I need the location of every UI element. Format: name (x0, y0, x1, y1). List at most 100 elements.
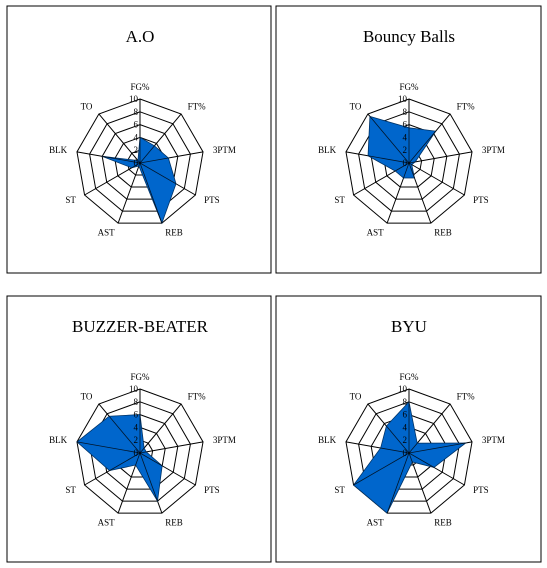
axis-label: FG% (399, 372, 419, 382)
data-spoke (380, 447, 410, 454)
axis-label: AST (98, 228, 116, 238)
tick-label: 0 (134, 448, 139, 458)
data-spoke (408, 452, 435, 468)
axis-label: ST (334, 485, 345, 495)
axis-label: ST (65, 485, 76, 495)
data-spoke (139, 452, 158, 502)
axis-label: TO (350, 101, 362, 111)
tick-label: 6 (403, 410, 408, 420)
radar-panel: BYU 0 2 4 6 8 10 FG% FT% 3PTM PTS REB AST ST BLK TO (275, 295, 542, 563)
tick-label: 10 (398, 384, 408, 394)
data-area (353, 400, 467, 514)
grid-spoke (84, 162, 141, 196)
axis-label: PTS (204, 485, 220, 495)
axis-label: AST (98, 518, 116, 528)
grid-spoke (117, 162, 141, 224)
tick-label: 4 (134, 132, 139, 142)
grid-spoke (408, 151, 473, 164)
chart-title: BUZZER-BEATER (72, 317, 209, 336)
tick-label: 4 (403, 422, 408, 432)
grid-spoke (139, 403, 182, 454)
axis-label: FG% (130, 372, 150, 382)
data-spoke (139, 157, 169, 164)
data-spoke (139, 145, 155, 164)
tick-label: 2 (134, 435, 139, 445)
chart-title: A.O (126, 27, 155, 46)
data-spoke (76, 441, 141, 454)
tick-label: 8 (403, 397, 408, 407)
tick-label: 6 (134, 410, 139, 420)
grid-ring (358, 401, 460, 502)
data-spoke (408, 161, 416, 164)
tick-label: 6 (403, 120, 408, 130)
data-spoke (139, 451, 147, 454)
tick-label: 0 (403, 158, 408, 168)
grid-ring (101, 124, 179, 200)
data-spoke (408, 162, 415, 179)
axis-label: TO (350, 391, 362, 401)
data-spoke (102, 155, 141, 164)
tick-label: 10 (129, 384, 139, 394)
panel-frame (6, 5, 272, 274)
axis-label: 3PTM (482, 435, 505, 445)
data-spoke (139, 162, 163, 224)
tick-label: 10 (129, 94, 139, 104)
axis-label: 3PTM (213, 435, 236, 445)
axis-label: BLK (318, 435, 337, 445)
axis-label: BLK (49, 145, 68, 155)
chart-title: BYU (391, 317, 427, 336)
grid-spoke (98, 113, 141, 164)
tick-label: 8 (134, 107, 139, 117)
radar-panel: A.O 0 2 4 6 8 10 FG% FT% 3PTM PTS REB AST ST BLK TO (6, 5, 272, 274)
data-spoke (135, 452, 141, 466)
grid-ring (76, 388, 204, 514)
tick-label: 10 (398, 94, 408, 104)
tick-label: 0 (134, 158, 139, 168)
axis-label: FG% (399, 82, 419, 92)
axis-label: BLK (49, 435, 68, 445)
axis-label: ST (334, 195, 345, 205)
data-spoke (108, 415, 141, 454)
grid-ring (345, 98, 473, 224)
axis-label: FT% (457, 391, 476, 401)
data-spoke (408, 130, 437, 164)
data-area (367, 115, 437, 179)
axis-label: ST (65, 195, 76, 205)
axis-label: PTS (473, 485, 489, 495)
data-spoke (386, 452, 410, 514)
radar-panel: BUZZER-BEATER 0 2 4 6 8 10 FG% FT% 3PTM PTS REB AST S… (6, 295, 272, 563)
radar-panel: Bouncy Balls 0 2 4 6 8 10 FG% FT% 3PTM PTS REB AST ST… (275, 5, 542, 274)
data-spoke (408, 442, 466, 454)
data-spoke (403, 162, 410, 179)
grid-spoke (408, 452, 432, 514)
axis-label: FG% (130, 82, 150, 92)
tick-label: 0 (403, 448, 408, 458)
tick-label: 8 (134, 397, 139, 407)
axis-label: FT% (457, 101, 476, 111)
tick-label: 2 (403, 435, 408, 445)
axis-label: AST (367, 518, 385, 528)
tick-label: 4 (134, 422, 139, 432)
data-spoke (131, 162, 141, 169)
grid-ring (370, 414, 448, 490)
tick-label: 2 (134, 145, 139, 155)
data-spoke (139, 447, 145, 454)
axis-label: 3PTM (213, 145, 236, 155)
axis-label: TO (81, 101, 93, 111)
tick-label: 6 (134, 120, 139, 130)
data-spoke (394, 162, 410, 172)
axis-label: AST (367, 228, 385, 238)
data-spoke (109, 452, 141, 471)
tick-label: 2 (403, 145, 408, 155)
data-spoke (369, 116, 410, 164)
grid-ring (345, 388, 473, 514)
data-spoke (139, 162, 177, 185)
axis-label: PTS (204, 195, 220, 205)
grid-ring (89, 111, 191, 212)
grid-ring (76, 98, 204, 224)
grid-ring (358, 111, 460, 212)
data-area (102, 136, 177, 225)
data-spoke (367, 155, 410, 164)
axis-label: REB (165, 228, 183, 238)
